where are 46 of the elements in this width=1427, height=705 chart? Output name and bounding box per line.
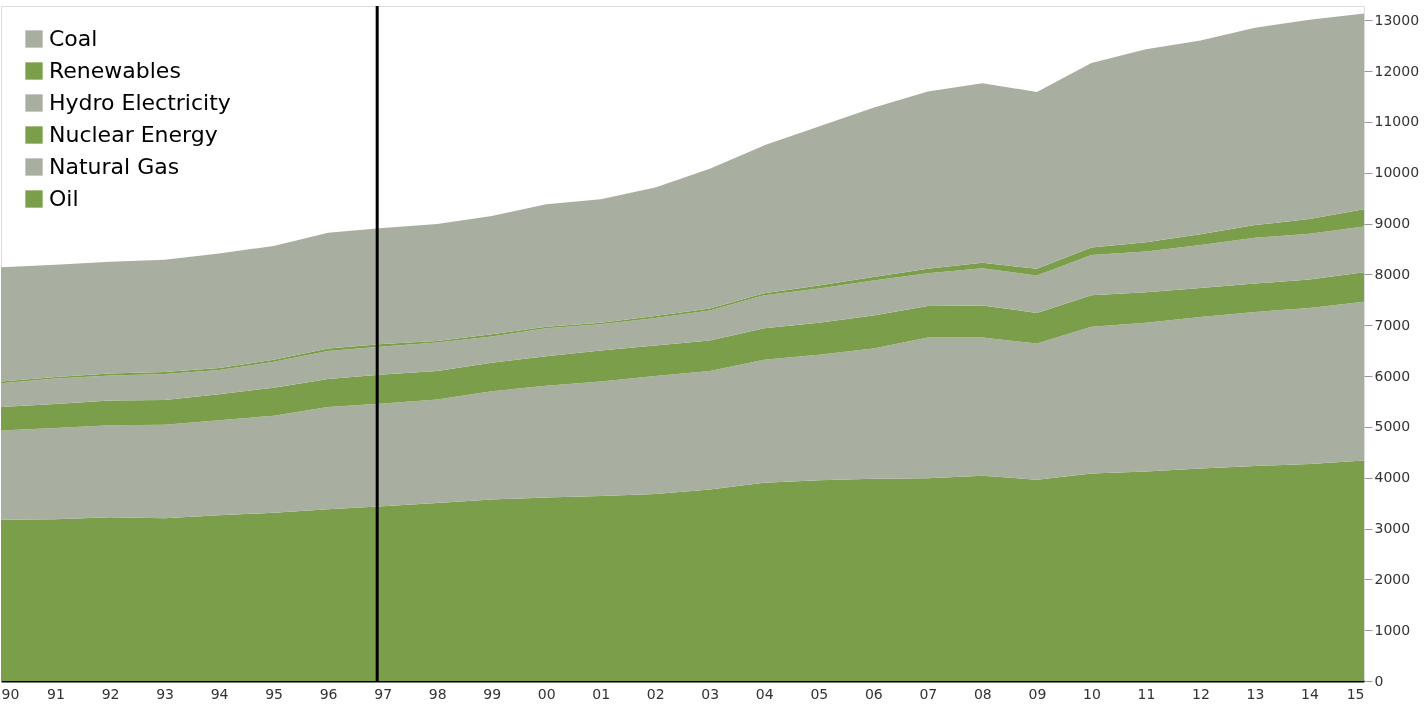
x-tick-label: 14 (1301, 685, 1319, 702)
y-tick-label: 0 (1374, 672, 1384, 689)
y-tick-label: 7000 (1374, 316, 1411, 333)
x-tick-label: 07 (919, 685, 938, 702)
y-tick-label: 6000 (1374, 367, 1411, 384)
y-tick-label: 10000 (1374, 164, 1420, 181)
x-tick-label: 99 (483, 685, 502, 702)
x-tick-label: 02 (646, 685, 665, 702)
legend-label: Hydro Electricity (49, 90, 231, 115)
legend-label: Nuclear Energy (49, 122, 218, 147)
x-tick-label: 10 (1082, 685, 1101, 702)
y-tick-label: 9000 (1374, 215, 1411, 232)
x-tick-label: 98 (428, 685, 447, 702)
legend-label: Coal (49, 26, 98, 51)
y-tick-label: 8000 (1374, 265, 1411, 282)
x-tick-label: 93 (156, 685, 174, 702)
x-tick-label: 94 (210, 685, 229, 702)
y-tick-label: 2000 (1374, 570, 1411, 587)
x-tick-label: 91 (47, 685, 65, 702)
legend-label: Oil (49, 186, 79, 211)
x-tick-label: 92 (101, 685, 120, 702)
y-tick-label: 13000 (1374, 11, 1420, 28)
legend-label: Natural Gas (49, 154, 180, 179)
y-tick-label: 1000 (1374, 621, 1411, 638)
x-tick-label: 06 (864, 685, 883, 702)
y-tick-label: 5000 (1374, 418, 1411, 435)
x-tick-label: 00 (537, 685, 556, 702)
x-tick-label: 95 (265, 685, 284, 702)
x-tick-label: 15 (1346, 685, 1365, 702)
y-tick-label: 12000 (1374, 62, 1420, 79)
x-tick-label: 97 (374, 685, 393, 702)
x-tick-label: 90 (1, 685, 20, 702)
y-tick-label: 4000 (1374, 469, 1411, 486)
x-tick-label: 04 (755, 685, 774, 702)
x-tick-label: 05 (810, 685, 829, 702)
x-tick-label: 03 (701, 685, 720, 702)
legend-label: Renewables (49, 58, 181, 83)
x-tick-label: 01 (592, 685, 611, 702)
x-tick-label: 11 (1137, 685, 1156, 702)
y-tick-label: 11000 (1374, 113, 1420, 130)
x-tick-label: 09 (1028, 685, 1047, 702)
x-tick-label: 96 (319, 685, 338, 702)
x-tick-label: 13 (1246, 685, 1265, 702)
y-tick-label: 3000 (1374, 520, 1411, 537)
x-tick-label: 12 (1192, 685, 1210, 702)
x-tick-label: 08 (973, 685, 992, 702)
